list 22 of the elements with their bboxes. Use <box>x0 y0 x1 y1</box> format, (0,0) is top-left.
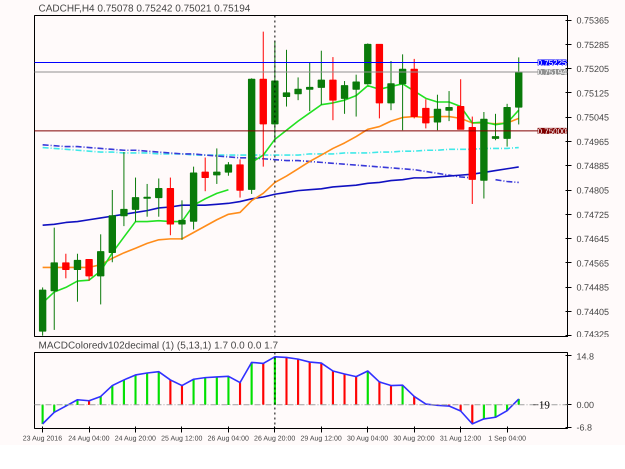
y-tick-label: 0.74805 <box>576 186 610 196</box>
ref-line-label: 0.75000 <box>538 126 568 136</box>
y-tick-label: 14.8 <box>576 351 594 362</box>
ref-line-label: 0.75194 <box>538 68 568 77</box>
y-tick-label: 0.74405 <box>576 306 610 317</box>
y-tick-label: 0.00 <box>576 400 594 410</box>
y-tick-label: 0.75365 <box>576 16 610 26</box>
y-tick-label: 0.75045 <box>576 112 610 123</box>
y-tick-label: 0.74485 <box>576 282 610 293</box>
y-tick-label: 0.74885 <box>576 161 610 172</box>
y-tick-label: -6.8 <box>576 422 592 433</box>
y-tick-label: 0.74725 <box>576 210 610 220</box>
y-tick-label: 0.75205 <box>576 64 610 74</box>
y-tick-label: 0.75285 <box>576 40 610 50</box>
y-tick-label: 0.75125 <box>576 88 610 98</box>
ref-line-label: 0.75225 <box>538 58 568 68</box>
text: −19 <box>532 400 550 412</box>
y-tick-label: 0.74645 <box>576 234 610 244</box>
y-tick-label: 0.74565 <box>576 258 610 268</box>
chart-title: MACDColoredv102decimal (1) (5,13,1) 1.7 0.0 0.0 1.7 <box>38 340 279 352</box>
y-tick-label: 0.74965 <box>576 136 610 147</box>
chart-title: CADCHF,H4 0.75078 0.75242 0.75021 0.75194 <box>38 4 251 14</box>
